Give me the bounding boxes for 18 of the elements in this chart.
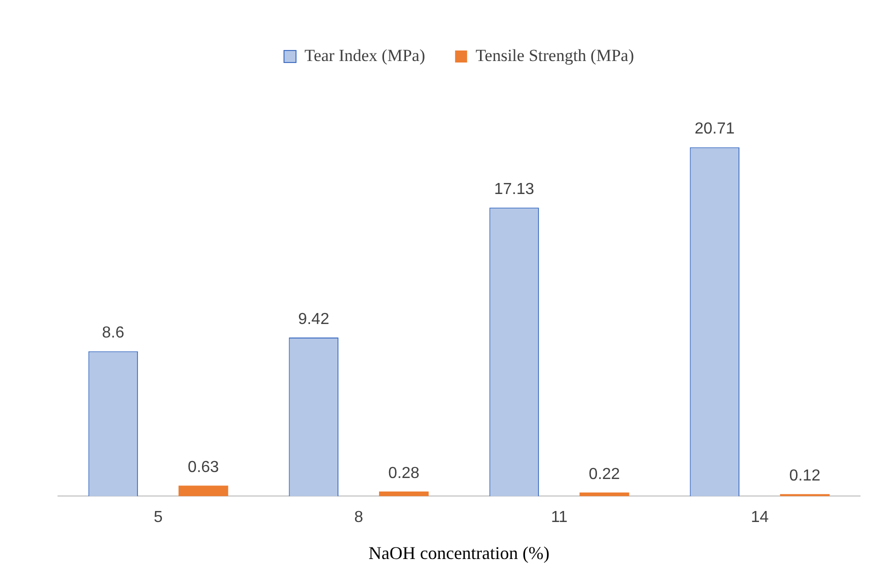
x-tick-label: 8 (354, 509, 364, 526)
x-tick-label: 5 (154, 509, 163, 526)
legend-label: Tensile Strength (MPa) (476, 46, 634, 65)
bar (178, 486, 228, 496)
bar (379, 491, 429, 496)
data-label: 0.63 (188, 458, 220, 476)
legend-label: Tear Index (MPa) (304, 46, 426, 65)
data-label: 0.12 (789, 468, 821, 485)
data-label: 20.71 (694, 120, 735, 138)
data-label: 0.22 (588, 466, 620, 483)
data-label: 17.13 (494, 181, 534, 198)
data-label: 8.6 (102, 324, 124, 342)
bar (580, 492, 630, 496)
data-label: 9.42 (298, 310, 330, 328)
x-axis-title: NaOH concentration (%) (368, 542, 550, 563)
x-tick-label: 11 (550, 509, 568, 526)
data-label: 0.28 (388, 464, 420, 482)
x-tick-label: 14 (750, 509, 769, 526)
